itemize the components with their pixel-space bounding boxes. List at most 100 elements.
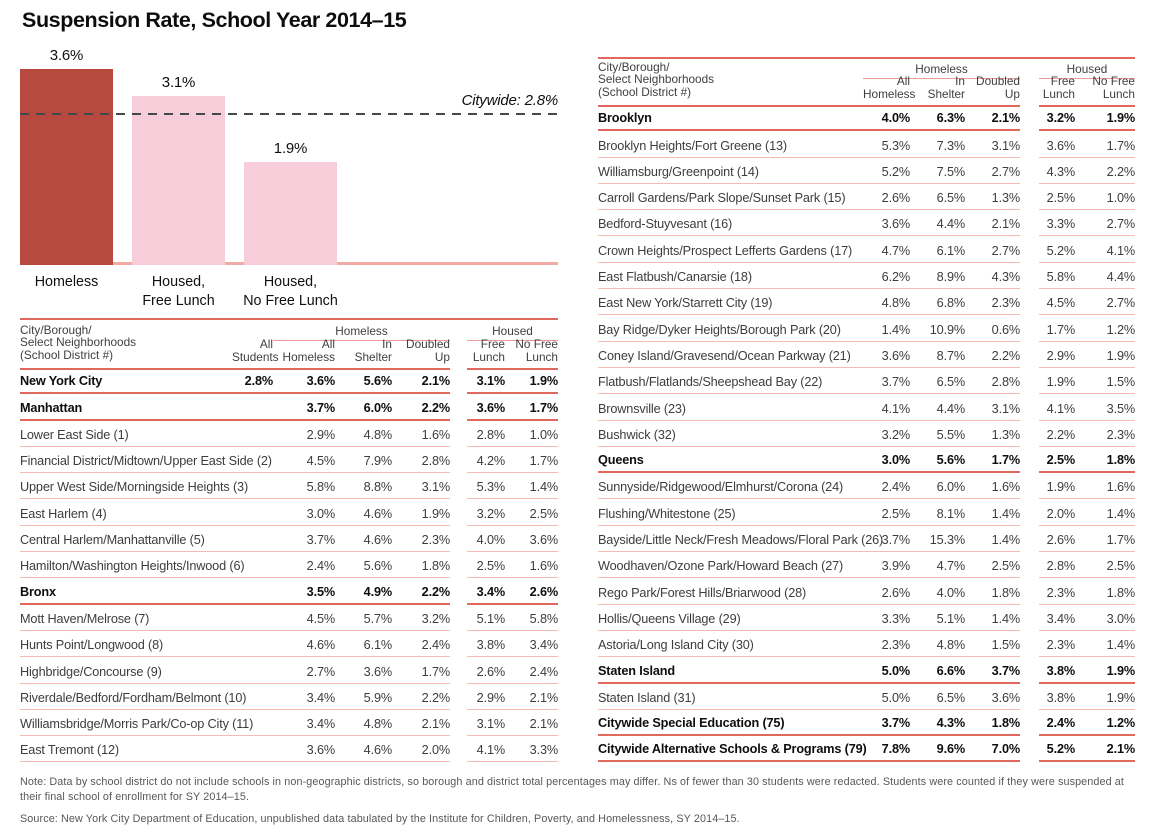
table-row: Central Harlem/Manhattanville (5) 3.7% 4.6… bbox=[20, 526, 558, 553]
header-row-label-line: Select Neighborhoods bbox=[598, 72, 715, 87]
row-value bbox=[232, 736, 273, 763]
row-value: 2.1% bbox=[965, 105, 1020, 132]
bar-housed-free-lunch bbox=[132, 96, 225, 265]
column-gap bbox=[450, 421, 467, 447]
row-value: 2.4% bbox=[863, 473, 910, 500]
header-col-no-free-lunch: No Free Lunch bbox=[505, 338, 558, 370]
row-value: 1.7% bbox=[505, 394, 558, 421]
row-value: 1.6% bbox=[505, 552, 558, 579]
row-value: 2.6% bbox=[505, 578, 558, 605]
row-value: 9.6% bbox=[910, 736, 965, 763]
row-value: 15.3% bbox=[910, 526, 965, 553]
table-row: Bayside/Little Neck/Fresh Meadows/Floral… bbox=[598, 526, 1135, 553]
row-value: 2.5% bbox=[467, 552, 505, 579]
row-label: Bay Ridge/Dyker Heights/Borough Park (20… bbox=[598, 315, 863, 342]
column-gap bbox=[450, 368, 467, 394]
row-value: 4.6% bbox=[273, 631, 335, 658]
row-value: 5.5% bbox=[910, 421, 965, 447]
table-row: Upper West Side/Morningside Heights (3) 5… bbox=[20, 473, 558, 500]
row-value bbox=[232, 421, 273, 447]
table-row: Williamsburg/Greenpoint (14) 5.2% 7.5% 2.7%… bbox=[598, 158, 1135, 184]
column-gap bbox=[1020, 447, 1039, 473]
row-value: 3.6% bbox=[505, 526, 558, 553]
row-value: 7.3% bbox=[910, 131, 965, 158]
column-gap bbox=[450, 710, 467, 736]
column-gap bbox=[1020, 236, 1039, 262]
row-value: 5.0% bbox=[863, 657, 910, 684]
row-value: 3.1% bbox=[467, 368, 505, 395]
column-gap bbox=[1020, 499, 1039, 525]
row-value: 5.1% bbox=[467, 605, 505, 631]
header-col-free-lunch: Free Lunch bbox=[1039, 75, 1075, 107]
table-row: Financial District/Midtown/Upper East Si… bbox=[20, 447, 558, 474]
table-row: Citywide Alternative Schools & Programs … bbox=[598, 736, 1135, 763]
table-row: Mott Haven/Melrose (7) 4.5% 5.7% 3.2% 5.1% 5.… bbox=[20, 605, 558, 631]
suspension-rate-bar-chart: Citywide: 2.8% 3.6% Homeless 3.1% Housed, Fr… bbox=[20, 45, 558, 309]
row-value: 3.2% bbox=[1039, 105, 1075, 132]
row-value: 2.9% bbox=[1039, 342, 1075, 368]
table-header-left: City/Borough/ Select Neighborhoods (Scho… bbox=[20, 318, 558, 370]
row-value: 1.8% bbox=[1075, 578, 1135, 605]
row-value: 2.5% bbox=[965, 552, 1020, 579]
row-value: 3.6% bbox=[273, 736, 335, 763]
bar-category-label: Housed, Free Lunch bbox=[99, 273, 259, 310]
row-value: 3.4% bbox=[273, 710, 335, 737]
row-label: East Flatbush/Canarsie (18) bbox=[598, 263, 863, 290]
suspension-table-left: City/Borough/ Select Neighborhoods (Scho… bbox=[20, 318, 558, 763]
row-value: 3.6% bbox=[863, 210, 910, 237]
row-value: 3.6% bbox=[335, 657, 392, 684]
bar-category-label: Housed, No Free Lunch bbox=[211, 273, 371, 310]
row-value: 1.9% bbox=[505, 368, 558, 395]
row-value: 3.4% bbox=[1039, 605, 1075, 631]
row-value: 2.3% bbox=[1039, 578, 1075, 605]
table-row: Williamsbridge/Morris Park/Co-op City (1… bbox=[20, 710, 558, 737]
row-value: 4.8% bbox=[335, 421, 392, 447]
row-value: 3.7% bbox=[863, 710, 910, 737]
row-value: 3.7% bbox=[273, 526, 335, 553]
row-value: 3.3% bbox=[505, 736, 558, 763]
column-gap bbox=[450, 394, 467, 420]
row-value: 3.4% bbox=[467, 578, 505, 605]
row-value: 5.2% bbox=[1039, 236, 1075, 263]
bar-category-label-line: Housed, bbox=[263, 274, 318, 290]
row-value: 2.0% bbox=[392, 736, 450, 763]
row-value: 1.6% bbox=[392, 421, 450, 447]
row-value: 4.8% bbox=[910, 631, 965, 658]
row-value: 2.2% bbox=[392, 578, 450, 605]
column-gap bbox=[1020, 184, 1039, 210]
row-value: 4.3% bbox=[1039, 158, 1075, 184]
header-col-in-shelter: In Shelter bbox=[910, 75, 965, 107]
row-value: 1.5% bbox=[1075, 368, 1135, 395]
bar-homeless bbox=[20, 69, 113, 265]
row-value: 6.0% bbox=[335, 394, 392, 421]
row-value: 8.7% bbox=[910, 342, 965, 368]
column-gap bbox=[450, 605, 467, 631]
row-value: 3.6% bbox=[273, 368, 335, 395]
row-label: Flatbush/Flatlands/Sheepshead Bay (22) bbox=[598, 368, 863, 395]
row-value: 1.6% bbox=[965, 473, 1020, 500]
row-value: 5.8% bbox=[273, 473, 335, 500]
header-row-label: City/Borough/ Select Neighborhoods (Scho… bbox=[20, 320, 232, 370]
row-value: 1.4% bbox=[965, 499, 1020, 526]
row-value: 4.1% bbox=[1039, 394, 1075, 421]
row-value: 6.6% bbox=[910, 657, 965, 684]
row-value: 2.6% bbox=[1039, 526, 1075, 553]
suspension-table-right: City/Borough/ Select Neighborhoods (Scho… bbox=[598, 57, 1135, 763]
row-value: 6.2% bbox=[863, 263, 910, 290]
row-value: 1.7% bbox=[392, 657, 450, 684]
row-label: Riverdale/Bedford/Fordham/Belmont (10) bbox=[20, 684, 246, 710]
header-col-no-free-lunch: No Free Lunch bbox=[1075, 75, 1135, 107]
row-value: 5.0% bbox=[863, 684, 910, 710]
row-label: Staten Island bbox=[598, 657, 863, 684]
row-value: 3.3% bbox=[863, 605, 910, 631]
row-value: 2.1% bbox=[505, 684, 558, 710]
row-value: 2.8% bbox=[1039, 552, 1075, 579]
row-value: 2.3% bbox=[863, 631, 910, 658]
row-value: 1.9% bbox=[1039, 368, 1075, 395]
row-value bbox=[232, 684, 273, 710]
row-label: Bushwick (32) bbox=[598, 421, 863, 447]
row-value: 1.8% bbox=[1075, 447, 1135, 474]
row-value: 7.5% bbox=[910, 158, 965, 184]
bar-housed-no-free-lunch bbox=[244, 162, 337, 265]
table-row: Astoria/Long Island City (30) 2.3% 4.8% 1.5… bbox=[598, 631, 1135, 658]
